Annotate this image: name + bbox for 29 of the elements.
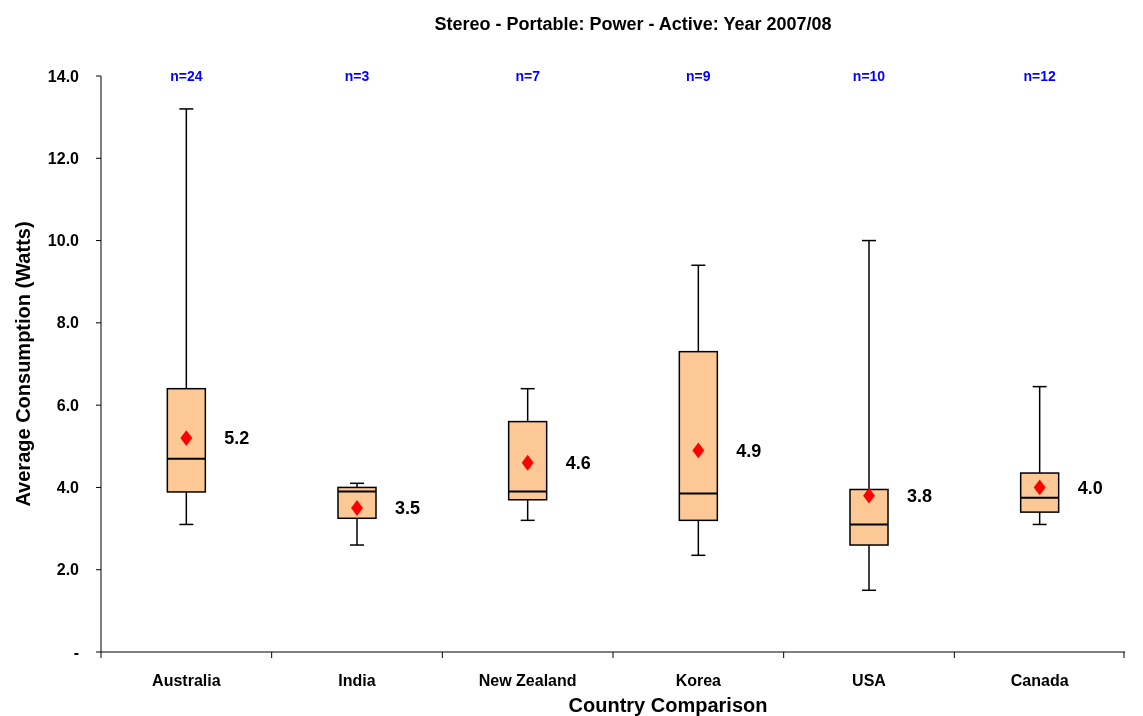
text: 4.0 — [1077, 477, 1103, 498]
y-tick-label: 14.0 — [47, 67, 80, 85]
x-tick-label: India — [338, 672, 376, 689]
annotation: n=3 — [344, 67, 370, 84]
text: 4.9 — [736, 440, 762, 461]
x-tick-label: Canada — [1010, 672, 1069, 689]
text: 3.8 — [907, 485, 933, 506]
annotation: n=24 — [170, 67, 203, 84]
x-tick-label: USA — [852, 672, 887, 689]
annotation: n=12 — [1023, 67, 1057, 84]
text: 3.5 — [395, 498, 421, 519]
y-axis-title: Average Consumption (Watts) — [12, 221, 34, 507]
annotation: n=7 — [515, 67, 541, 84]
annotation: n=10 — [852, 67, 886, 84]
text: 5.2 — [224, 428, 250, 449]
text: 4.6 — [565, 453, 591, 474]
x-tick-label: Australia — [152, 672, 221, 689]
y-tick-label: 6.0 — [56, 396, 80, 414]
y-tick-label: 2.0 — [56, 561, 80, 579]
x-axis-title: Country Comparison — [568, 694, 768, 716]
x-tick-label: New Zealand — [478, 672, 577, 689]
y-tick-label: 12.0 — [47, 149, 80, 167]
y-tick-label: 10.0 — [47, 232, 80, 250]
y-tick-label: - — [73, 643, 79, 661]
x-tick-label: Korea — [675, 672, 722, 689]
annotation: n=9 — [686, 67, 711, 84]
y-tick-label: 4.0 — [56, 479, 80, 497]
chart-title: Stereo - Portable: Power - Active: Year 2007/08 — [434, 14, 832, 34]
y-tick-label: 8.0 — [56, 314, 80, 332]
